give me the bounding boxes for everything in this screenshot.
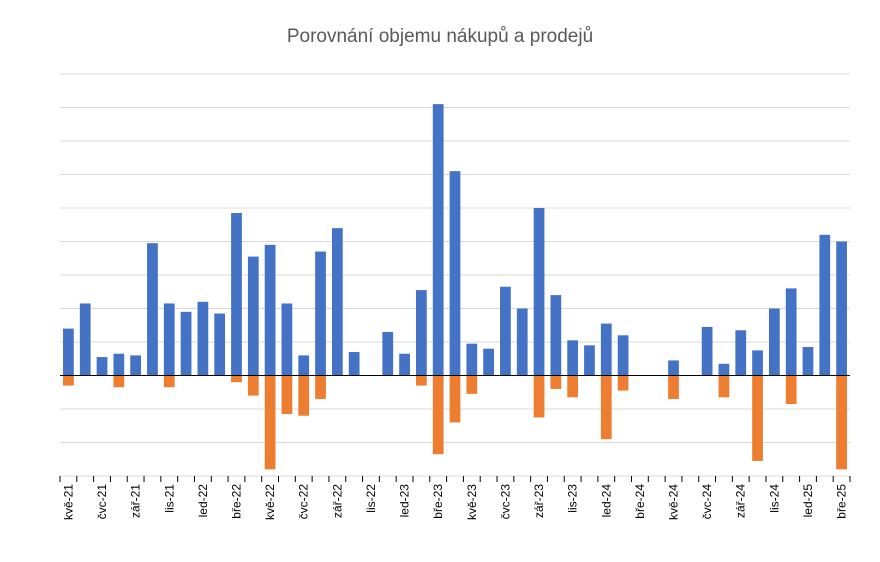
bar-purchases [298,355,310,376]
chart-title: Porovnání objemu nákupů a prodejů [286,26,594,47]
bar-sales [600,375,612,440]
bar-purchases [348,352,360,376]
x-tick-label: kvě-24 [667,484,681,520]
bar-purchases [819,234,831,376]
bar-purchases [668,360,679,376]
bar-purchases [718,363,730,376]
bar-sales [247,375,259,396]
x-tick-label: lis-24 [767,484,781,513]
x-tick-label: lis-22 [364,484,378,513]
bar-purchases [516,308,528,376]
bar-sales [432,375,444,455]
bar-sales [668,375,679,399]
bar-purchases [399,353,410,376]
bar-purchases [214,313,226,376]
bar-purchases [500,286,511,376]
bar-sales [449,375,461,423]
x-tick-label: čvc-21 [95,484,109,520]
x-tick-label: bře-23 [431,484,445,519]
bar-purchases [315,251,326,376]
x-tick-label: led-25 [801,484,815,518]
bar-sales [163,375,175,388]
bar-purchases [382,331,394,376]
bar-purchases [752,350,763,376]
bar-sales [752,375,763,461]
bar-purchases [331,228,343,376]
bar-purchases [483,348,494,376]
bar-purchases [197,301,209,376]
bar-sales [785,375,797,404]
bar-sales [567,375,579,398]
bar-purchases [130,355,142,376]
x-tick-label: led-24 [599,484,613,518]
bar-purchases [281,303,293,376]
x-tick-label: zář-22 [330,484,344,518]
x-tick-label: zář-24 [734,484,748,518]
bar-sales [617,375,629,391]
bar-purchases [550,295,562,376]
x-tick-label: zář-23 [532,484,546,518]
bar-purchases [449,171,461,376]
bar-sales [836,375,847,470]
x-tick-label: zář-21 [129,484,143,518]
bar-sales [298,375,310,416]
bar-sales [63,375,74,386]
bar-purchases [79,303,91,376]
x-tick-label: kvě-22 [263,484,277,520]
bar-sales [718,375,730,398]
bar-sales [416,375,427,386]
bar-sales [533,375,545,418]
bar-purchases [231,213,242,376]
bar-purchases [533,208,545,376]
x-tick-label: kvě-21 [61,484,75,520]
bar-sales [281,375,293,415]
x-tick-label: bře-22 [229,484,243,519]
bar-purchases [416,290,427,376]
bar-purchases [617,335,629,376]
x-tick-label: čvc-24 [700,484,714,520]
x-tick-label: bře-24 [633,484,647,519]
x-tick-label: led-22 [196,484,210,518]
bar-purchases [63,328,74,376]
bar-sales [466,375,478,394]
bar-purchases [113,353,125,376]
bar-purchases [735,330,747,376]
bar-sales [264,375,276,470]
x-tick-label: lis-21 [162,484,176,513]
bar-purchases [802,347,814,376]
bar-purchases [180,311,192,376]
bar-purchases [466,343,478,376]
x-tick-label: kvě-23 [465,484,479,520]
bar-purchases [584,345,595,376]
x-tick-label: čvc-22 [297,484,311,520]
bar-sales [113,375,125,388]
bar-purchases [600,323,612,376]
x-tick-label: bře-25 [835,484,849,519]
x-tick-label: led-23 [398,484,412,518]
bar-purchases [264,244,276,376]
bar-purchases [96,357,108,376]
bar-purchases [768,308,780,376]
bar-purchases [432,104,444,376]
bar-purchases [836,241,847,376]
bar-purchases [785,288,797,376]
x-tick-label: čvc-23 [498,484,512,520]
bar-sales [315,375,326,399]
bar-purchases [163,303,175,376]
x-tick-label: lis-23 [566,484,580,513]
bar-purchases [247,256,259,376]
bar-purchases [567,340,579,376]
bar-sales [550,375,562,389]
bar-sales [231,375,242,383]
bar-purchases [147,243,158,376]
bar-purchases [701,326,713,376]
